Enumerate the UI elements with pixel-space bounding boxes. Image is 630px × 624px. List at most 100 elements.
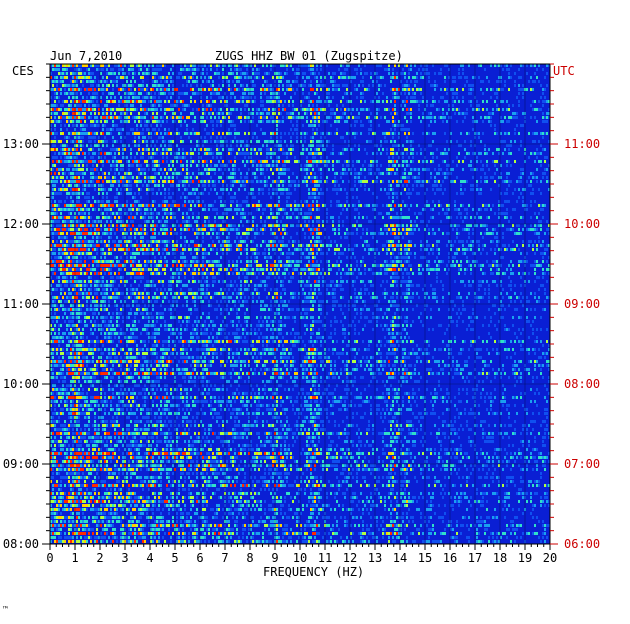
spectrogram-cell [270, 216, 272, 219]
spectrogram-cell [412, 228, 414, 231]
spectrogram-cell [392, 192, 394, 195]
spectrogram-cell [234, 180, 236, 183]
spectrogram-cell [164, 180, 166, 183]
spectrogram-cell [70, 212, 72, 215]
spectrogram-cell [108, 72, 110, 75]
spectrogram-cell [130, 204, 132, 207]
spectrogram-cell [230, 152, 232, 155]
spectrogram-cell [90, 116, 92, 119]
spectrogram-cell [292, 144, 294, 147]
spectrogram-cell [296, 216, 298, 219]
spectrogram-cell [86, 196, 88, 199]
spectrogram-cell [334, 176, 336, 179]
spectrogram-cell [238, 76, 240, 79]
spectrogram-cell [524, 120, 526, 123]
spectrogram-cell [204, 180, 206, 183]
spectrogram-cell [88, 192, 90, 195]
spectrogram-cell [352, 108, 354, 111]
spectrogram-cell [94, 200, 96, 203]
spectrogram-cell [110, 68, 112, 71]
spectrogram-cell [58, 220, 60, 223]
spectrogram-cell [372, 192, 374, 195]
spectrogram-cell [316, 200, 318, 203]
spectrogram-cell [274, 80, 276, 83]
spectrogram-cell [304, 64, 306, 67]
spectrogram-cell [190, 148, 192, 151]
spectrogram-cell [312, 220, 314, 223]
spectrogram-cell [200, 92, 202, 95]
spectrogram-cell [170, 152, 172, 155]
spectrogram-cell [354, 116, 356, 119]
spectrogram-cell [400, 164, 402, 167]
spectrogram-cell [154, 152, 156, 155]
spectrogram-cell [332, 144, 334, 147]
spectrogram-cell [62, 188, 64, 191]
spectrogram-cell [102, 108, 104, 111]
spectrogram-cell [162, 184, 164, 187]
spectrogram-cell [252, 216, 254, 219]
spectrogram-cell [62, 68, 64, 71]
spectrogram-cell [462, 112, 464, 115]
spectrogram-cell [114, 96, 116, 99]
spectrogram-cell [268, 88, 270, 91]
spectrogram-cell [178, 188, 180, 191]
spectrogram-cell [58, 172, 60, 175]
spectrogram-cell [240, 72, 242, 75]
spectrogram-cell [314, 72, 316, 75]
spectrogram-cell [506, 108, 508, 111]
spectrogram-cell [314, 148, 316, 151]
spectrogram-cell [424, 180, 426, 183]
spectrogram-cell [76, 236, 78, 239]
spectrogram-cell [342, 136, 344, 139]
spectrogram-cell [306, 160, 308, 163]
spectrogram-cell [408, 228, 410, 231]
spectrogram-cell [310, 208, 312, 211]
spectrogram-cell [512, 192, 514, 195]
spectrogram-cell [88, 160, 90, 163]
spectrogram-cell [174, 232, 176, 235]
spectrogram-cell [426, 64, 428, 67]
spectrogram-cell [68, 96, 70, 99]
spectrogram-cell [102, 192, 104, 195]
spectrogram-cell [224, 116, 226, 119]
spectrogram-cell [110, 180, 112, 183]
spectrogram-cell [318, 168, 320, 171]
spectrogram-cell [218, 132, 220, 135]
spectrogram-cell [82, 144, 84, 147]
spectrogram-cell [534, 152, 536, 155]
spectrogram-cell [508, 160, 510, 163]
spectrogram-cell [330, 216, 332, 219]
spectrogram-cell [296, 208, 298, 211]
spectrogram-cell [544, 148, 546, 151]
spectrogram-cell [276, 156, 278, 159]
spectrogram-cell [126, 132, 128, 135]
spectrogram-cell [406, 204, 408, 207]
spectrogram-cell [206, 180, 208, 183]
spectrogram-cell [62, 180, 64, 183]
spectrogram-cell [336, 116, 338, 119]
spectrogram-cell [530, 172, 532, 175]
spectrogram-cell [408, 84, 410, 87]
spectrogram-cell [404, 104, 406, 107]
spectrogram-cell [476, 224, 478, 227]
spectrogram-cell [248, 204, 250, 207]
spectrogram-cell [60, 176, 62, 179]
spectrogram-cell [54, 184, 56, 187]
spectrogram-cell [370, 120, 372, 123]
spectrogram-cell [148, 164, 150, 167]
spectrogram-cell [192, 212, 194, 215]
spectrogram-cell [192, 216, 194, 219]
spectrogram-cell [52, 228, 54, 231]
spectrogram-cell [140, 100, 142, 103]
spectrogram-cell [114, 232, 116, 235]
spectrogram-cell [196, 92, 198, 95]
spectrogram-cell [302, 84, 304, 87]
spectrogram-cell [204, 88, 206, 91]
spectrogram-cell [434, 116, 436, 119]
spectrogram-cell [104, 88, 106, 91]
spectrogram-cell [116, 196, 118, 199]
spectrogram-cell [454, 100, 456, 103]
spectrogram-cell [410, 168, 412, 171]
spectrogram-cell [376, 80, 378, 83]
spectrogram-cell [106, 108, 108, 111]
